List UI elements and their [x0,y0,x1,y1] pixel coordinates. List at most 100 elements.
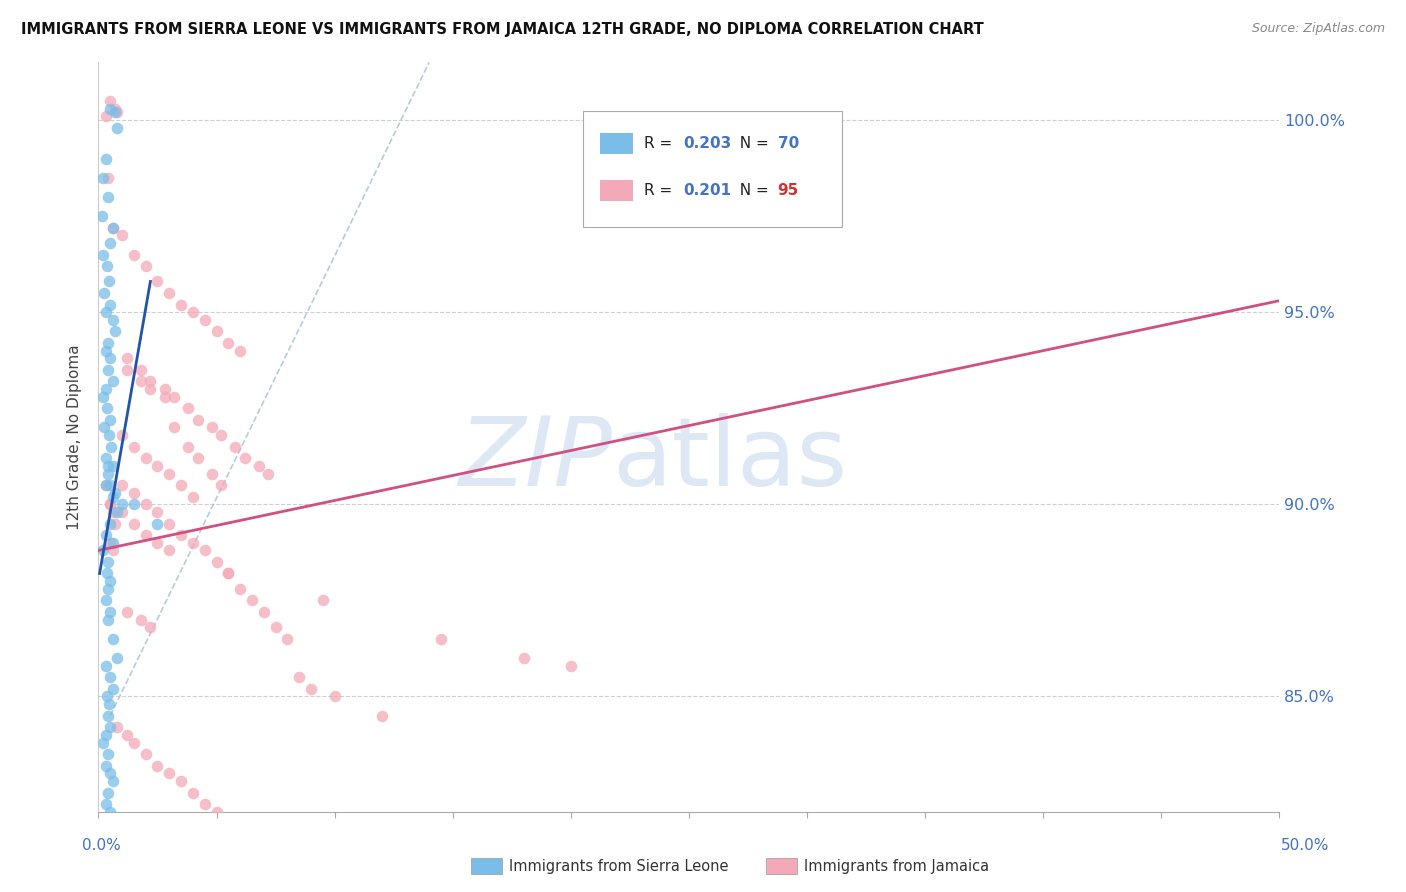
Point [146,505,169,519]
Point [93,285,115,300]
Point [146,758,169,772]
Point [98,766,121,780]
Point [98,497,121,511]
Point [98,235,121,250]
Point [288,670,311,684]
Point [96,401,118,416]
Point [105,651,128,665]
Point [157,543,180,558]
Point [163,390,186,404]
Point [560,658,582,673]
Point [217,335,239,350]
Point [139,375,162,389]
Point [101,220,124,235]
Point [94,478,117,492]
Point [98,574,121,589]
Point [98,297,121,311]
Point [98,94,121,108]
Point [97,582,120,596]
Point [104,516,127,531]
Text: atlas: atlas [612,413,848,506]
Point [101,375,124,389]
Point [163,420,186,434]
Point [101,543,124,558]
Point [181,785,204,799]
Point [129,613,152,627]
Point [98,275,121,289]
Point [94,528,117,542]
Point [98,516,121,531]
Text: Immigrants from Jamaica: Immigrants from Jamaica [804,859,990,873]
FancyBboxPatch shape [600,133,634,153]
Point [122,485,145,500]
Point [94,382,117,396]
Point [94,109,117,123]
Point [170,774,193,789]
Point [104,325,127,339]
Point [217,566,239,581]
Text: R =: R = [644,136,678,151]
Point [224,440,246,454]
Point [94,305,117,319]
Point [104,102,127,116]
Point [157,467,180,481]
Point [104,485,127,500]
Point [115,363,138,377]
Point [135,451,157,466]
Point [115,351,138,366]
Point [217,566,239,581]
Point [97,335,120,350]
Point [105,505,128,519]
Point [98,535,121,549]
Point [98,478,121,492]
Point [209,478,232,492]
Point [97,170,120,185]
Point [233,451,256,466]
Point [91,170,114,185]
Point [146,275,169,289]
Point [122,497,145,511]
Point [98,605,121,619]
Point [98,720,121,734]
Text: Immigrants from Sierra Leone: Immigrants from Sierra Leone [509,859,728,873]
Point [111,478,134,492]
Point [135,747,157,761]
Point [323,690,346,704]
Point [229,582,252,596]
Point [371,708,394,723]
Point [94,797,117,811]
Point [94,593,117,607]
Point [139,620,162,634]
Text: 0.201: 0.201 [683,183,731,198]
Point [94,343,117,358]
Point [94,152,117,166]
Point [97,785,120,799]
Point [194,797,217,811]
Point [181,535,204,549]
Point [122,440,145,454]
Point [430,632,453,646]
Point [194,543,217,558]
Point [153,382,176,396]
Point [96,259,118,273]
Point [105,105,128,120]
Point [146,516,169,531]
Point [115,605,138,619]
Point [98,697,121,711]
Point [101,681,124,696]
Text: 95: 95 [778,183,799,198]
Point [135,259,157,273]
Point [146,458,169,473]
Point [101,632,124,646]
Point [201,467,224,481]
Point [94,758,117,772]
Point [111,505,134,519]
Point [177,440,200,454]
Point [101,220,124,235]
Point [122,735,145,749]
Point [101,490,124,504]
Point [97,190,120,204]
Text: N =: N = [730,183,773,198]
Point [94,658,117,673]
Point [94,451,117,466]
